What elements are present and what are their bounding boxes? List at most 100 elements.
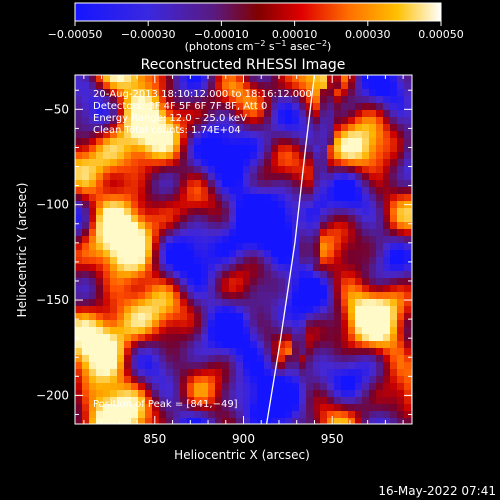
heatmap-cell — [278, 250, 286, 258]
heatmap-cell — [348, 320, 356, 328]
heatmap-cell — [236, 390, 244, 398]
heatmap-cell — [194, 180, 202, 188]
heatmap-cell — [117, 334, 125, 342]
heatmap-cell — [327, 334, 335, 342]
heatmap-cell — [159, 75, 167, 83]
heatmap-cell — [180, 180, 188, 188]
heatmap-cell — [320, 187, 328, 195]
heatmap-cell — [75, 271, 83, 279]
heatmap-cell — [124, 292, 132, 300]
heatmap-cell — [327, 138, 335, 146]
heatmap-cell — [110, 313, 118, 321]
heatmap-cell — [285, 229, 293, 237]
heatmap-cell — [117, 222, 125, 230]
heatmap-cell — [355, 145, 363, 153]
heatmap-cell — [124, 103, 132, 111]
heatmap-cell — [75, 103, 83, 111]
heatmap-cell — [327, 271, 335, 279]
heatmap-cell — [250, 138, 258, 146]
heatmap-cell — [397, 159, 405, 167]
heatmap-cell — [215, 159, 223, 167]
heatmap-cell — [152, 75, 160, 83]
heatmap-cell — [404, 180, 412, 188]
heatmap-cell — [348, 243, 356, 251]
heatmap-cell — [166, 159, 174, 167]
heatmap-cell — [159, 376, 167, 384]
heatmap-cell — [215, 117, 223, 125]
heatmap-cell — [383, 103, 391, 111]
heatmap-cell — [299, 334, 307, 342]
heatmap-cell — [334, 355, 342, 363]
heatmap-cell — [369, 166, 377, 174]
heatmap-cell — [110, 75, 118, 83]
heatmap-cell — [229, 411, 237, 419]
heatmap-cell — [383, 397, 391, 405]
heatmap-cell — [306, 404, 314, 412]
heatmap-cell — [397, 96, 405, 104]
heatmap-cell — [222, 187, 230, 195]
heatmap-cell — [250, 96, 258, 104]
heatmap-cell — [362, 243, 370, 251]
heatmap-cell — [397, 299, 405, 307]
heatmap-cell — [166, 117, 174, 125]
heatmap-cell — [117, 383, 125, 391]
heatmap-cell — [152, 271, 160, 279]
heatmap-cell — [236, 397, 244, 405]
heatmap-cell — [250, 271, 258, 279]
heatmap-cell — [313, 271, 321, 279]
heatmap-cell — [278, 110, 286, 118]
heatmap-cell — [89, 215, 97, 223]
heatmap-cell — [180, 285, 188, 293]
heatmap-cell — [271, 257, 279, 265]
heatmap-cell — [348, 341, 356, 349]
heatmap-cell — [138, 397, 146, 405]
heatmap-cell — [145, 110, 153, 118]
heatmap-cell — [89, 131, 97, 139]
heatmap-cell — [320, 257, 328, 265]
heatmap-cell — [299, 292, 307, 300]
heatmap-cell — [89, 229, 97, 237]
heatmap-cell — [124, 187, 132, 195]
heatmap-cell — [208, 138, 216, 146]
heatmap-cell — [166, 82, 174, 90]
heatmap-cell — [278, 103, 286, 111]
heatmap-cell — [145, 250, 153, 258]
heatmap-cell — [180, 348, 188, 356]
heatmap-cell — [292, 327, 300, 335]
heatmap-cell — [222, 152, 230, 160]
heatmap-cell — [257, 362, 265, 370]
heatmap-cell — [404, 117, 412, 125]
heatmap-cell — [397, 75, 405, 83]
heatmap-cell — [194, 75, 202, 83]
heatmap-cell — [103, 236, 111, 244]
heatmap-cell — [82, 201, 90, 209]
heatmap-cell — [271, 278, 279, 286]
heatmap-cell — [369, 124, 377, 132]
heatmap-cell — [369, 243, 377, 251]
heatmap-cell — [355, 257, 363, 265]
heatmap-cell — [362, 236, 370, 244]
heatmap-cell — [285, 236, 293, 244]
heatmap-cell — [159, 341, 167, 349]
heatmap-cell — [75, 243, 83, 251]
heatmap-cell — [306, 194, 314, 202]
heatmap-cell — [278, 292, 286, 300]
heatmap-cell — [271, 159, 279, 167]
heatmap-cell — [355, 187, 363, 195]
heatmap-cell — [89, 124, 97, 132]
heatmap-cell — [236, 250, 244, 258]
heatmap-cell — [299, 418, 307, 424]
heatmap-cell — [180, 418, 188, 424]
heatmap-cell — [194, 138, 202, 146]
heatmap-cell — [194, 334, 202, 342]
heatmap-cell — [397, 222, 405, 230]
heatmap-cell — [96, 96, 104, 104]
heatmap-cell — [348, 222, 356, 230]
heatmap-cell — [292, 362, 300, 370]
heatmap-cell — [404, 271, 412, 279]
heatmap-cell — [285, 103, 293, 111]
heatmap-cell — [173, 243, 181, 251]
heatmap-cell — [397, 250, 405, 258]
heatmap-cell — [208, 180, 216, 188]
heatmap-cell — [103, 138, 111, 146]
